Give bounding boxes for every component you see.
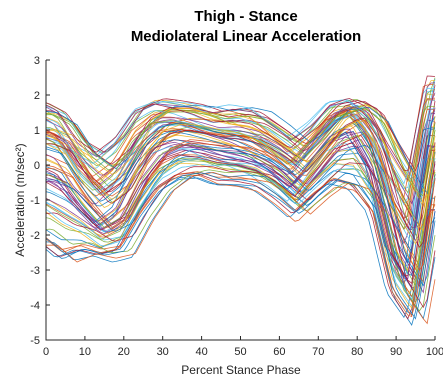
- chart-title-line-1: Thigh - Stance: [194, 8, 297, 25]
- series-line: [45, 157, 436, 302]
- x-tick-label: 90: [390, 346, 402, 358]
- series-line: [45, 172, 436, 320]
- x-tick-label: 10: [79, 346, 91, 358]
- series-line: [45, 104, 436, 208]
- x-tick-label: 50: [234, 346, 246, 358]
- x-tick-label: 80: [351, 346, 363, 358]
- series-line: [45, 124, 435, 272]
- x-tick-label: 0: [43, 346, 49, 358]
- y-tick-label: -5: [30, 335, 40, 347]
- y-tick-label: -1: [30, 195, 40, 207]
- series-line: [45, 82, 436, 182]
- x-tick-label: 100: [426, 346, 443, 358]
- series-line: [45, 108, 436, 231]
- series-line: [45, 105, 436, 195]
- series-line: [45, 105, 435, 230]
- y-axis-ticks: 3 2 1 0 -1 -2 -3 -4 -5: [30, 55, 50, 347]
- series-line: [45, 107, 436, 228]
- chart-title-line-2: Mediolateral Linear Acceleration: [131, 28, 361, 45]
- series-line: [46, 171, 436, 325]
- x-tick-label: 20: [118, 346, 130, 358]
- series-line: [45, 145, 436, 289]
- series-lines: [45, 75, 436, 326]
- x-tick-label: 30: [157, 346, 169, 358]
- y-tick-label: -2: [30, 230, 40, 242]
- series-line: [45, 128, 436, 280]
- series-line: [46, 117, 436, 248]
- y-tick-label: 3: [34, 55, 40, 67]
- x-axis-ticks: 0 10 20 30 40 50 60 70 80 90 100: [43, 336, 443, 358]
- series-line: [45, 158, 436, 301]
- x-axis-label: Percent Stance Phase: [181, 363, 301, 377]
- x-tick-label: 40: [195, 346, 207, 358]
- series-line: [45, 77, 436, 171]
- series-line: [45, 115, 436, 246]
- series-line: [45, 87, 436, 185]
- y-tick-label: 2: [34, 90, 40, 102]
- series-line: [45, 75, 436, 172]
- x-tick-label: 60: [273, 346, 285, 358]
- series-line: [45, 171, 436, 318]
- series-line: [45, 128, 436, 276]
- series-line: [45, 118, 436, 271]
- x-tick-label: 70: [312, 346, 324, 358]
- series-line: [45, 172, 436, 320]
- series-line: [45, 116, 436, 254]
- series-line: [45, 107, 436, 228]
- y-tick-label: -4: [30, 300, 40, 312]
- series-line: [45, 127, 436, 279]
- y-tick-label: -3: [30, 265, 40, 277]
- series-line: [45, 92, 436, 205]
- y-tick-label: 0: [34, 160, 40, 172]
- y-tick-label: 1: [34, 125, 40, 137]
- y-axis-label: Acceleration (m/sec²): [13, 143, 27, 256]
- series-line: [45, 85, 436, 172]
